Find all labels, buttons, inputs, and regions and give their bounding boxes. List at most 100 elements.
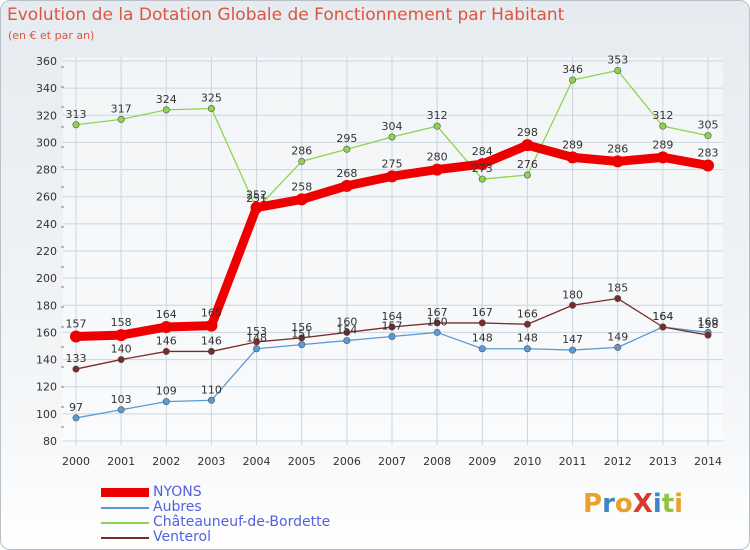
data-label-aubres: 149 [607, 330, 628, 343]
data-label-aubres: 151 [291, 328, 312, 341]
legend-label: Venterol [153, 529, 211, 545]
y-tick-label: 340 [36, 82, 57, 95]
data-label-venterol: 156 [291, 321, 312, 334]
data-label-chateauneuf-de-bordette: 313 [66, 108, 87, 121]
x-tick-label: 2005 [288, 455, 316, 468]
data-label-venterol: 164 [652, 310, 673, 323]
data-point-aubres [298, 341, 306, 349]
legend-swatch [101, 522, 149, 524]
data-label-aubres: 148 [246, 332, 267, 345]
data-label-nyons: 280 [427, 151, 448, 164]
data-label-chateauneuf-de-bordette: 317 [111, 102, 132, 115]
x-tick-label: 2001 [107, 455, 135, 468]
data-point-chateauneuf-de-bordette [433, 122, 441, 130]
data-point-chateauneuf-de-bordette [343, 145, 351, 153]
logo-letter: i [652, 489, 662, 519]
data-point-nyons [476, 158, 489, 171]
data-label-aubres: 164 [652, 310, 673, 323]
data-label-nyons: 289 [652, 138, 673, 151]
x-tick-label: 2009 [468, 455, 496, 468]
data-label-nyons: 298 [517, 126, 538, 139]
data-label-chateauneuf-de-bordette: 251 [246, 192, 267, 205]
y-tick-label: 180 [36, 299, 57, 312]
data-point-venterol [388, 323, 396, 331]
data-point-chateauneuf-de-bordette [704, 132, 712, 140]
data-point-venterol [253, 338, 261, 346]
x-tick-label: 2006 [333, 455, 361, 468]
data-label-chateauneuf-de-bordette: 325 [201, 92, 222, 105]
x-tick-label: 2012 [604, 455, 632, 468]
y-tick-label: 360 [36, 55, 57, 68]
data-point-chateauneuf-de-bordette [207, 105, 215, 113]
data-point-nyons [386, 170, 398, 183]
y-tick-label: 300 [36, 136, 57, 149]
chart-subtitle: (en € et par an) [8, 29, 95, 42]
x-tick-label: 2003 [197, 455, 225, 468]
data-point-aubres [162, 398, 170, 406]
y-tick-label: 80 [43, 435, 57, 448]
x-tick-label: 2000 [62, 455, 90, 468]
data-label-chateauneuf-de-bordette: 312 [427, 109, 448, 122]
data-point-venterol [343, 328, 351, 336]
x-tick-label: 2013 [649, 455, 677, 468]
data-point-aubres [478, 345, 486, 353]
data-point-venterol [162, 347, 170, 355]
y-tick-label: 140 [36, 354, 57, 367]
data-label-venterol: 160 [336, 315, 357, 328]
data-point-chateauneuf-de-bordette [569, 76, 577, 84]
data-point-chateauneuf-de-bordette [72, 121, 80, 129]
data-point-nyons [656, 151, 669, 164]
chart-title: Evolution de la Dotation Globale de Fonc… [7, 5, 565, 25]
data-label-chateauneuf-de-bordette: 286 [291, 144, 312, 157]
data-point-venterol [433, 319, 441, 327]
data-point-chateauneuf-de-bordette [298, 157, 306, 165]
data-point-nyons [431, 163, 444, 176]
data-point-venterol [117, 356, 125, 364]
data-point-venterol [569, 301, 577, 309]
y-tick-label: 100 [36, 408, 57, 421]
data-point-venterol [72, 365, 80, 373]
data-label-nyons: 289 [562, 138, 583, 151]
data-point-venterol [298, 334, 306, 342]
data-label-aubres: 157 [382, 320, 403, 333]
data-label-chateauneuf-de-bordette: 304 [382, 120, 403, 133]
data-point-venterol [478, 319, 486, 327]
data-label-nyons: 165 [201, 307, 222, 320]
x-tick-label: 2010 [513, 455, 541, 468]
data-point-aubres [207, 396, 215, 404]
data-label-venterol: 167 [472, 306, 493, 319]
x-tick-label: 2002 [152, 455, 180, 468]
data-point-chateauneuf-de-bordette [523, 171, 531, 179]
logo-letter: r [602, 489, 615, 519]
x-tick-label: 2008 [423, 455, 451, 468]
data-point-chateauneuf-de-bordette [117, 115, 125, 123]
data-label-chateauneuf-de-bordette: 312 [652, 109, 673, 122]
data-point-venterol [659, 323, 667, 331]
logo-letter: i [674, 489, 684, 519]
y-tick-label: 160 [36, 326, 57, 339]
data-label-nyons: 283 [698, 147, 719, 160]
data-label-venterol: 146 [201, 334, 222, 347]
data-point-venterol [207, 347, 215, 355]
data-label-aubres: 110 [201, 383, 222, 396]
legend-swatch [101, 488, 149, 497]
data-point-venterol [614, 294, 622, 302]
data-point-nyons [160, 321, 173, 333]
data-label-aubres: 97 [69, 401, 83, 414]
data-label-venterol: 164 [382, 310, 403, 323]
data-point-chateauneuf-de-bordette [478, 175, 486, 183]
data-point-nyons [611, 155, 624, 168]
data-label-chateauneuf-de-bordette: 295 [336, 132, 357, 145]
data-label-nyons: 284 [472, 145, 493, 158]
data-point-chateauneuf-de-bordette [614, 67, 622, 75]
data-label-nyons: 286 [607, 142, 628, 155]
data-point-aubres [253, 345, 261, 353]
data-label-aubres: 148 [517, 332, 538, 345]
data-point-chateauneuf-de-bordette [388, 133, 396, 141]
x-tick-label: 2014 [694, 455, 722, 468]
data-point-nyons [205, 319, 218, 332]
data-point-nyons [702, 159, 714, 172]
data-label-venterol: 146 [156, 334, 177, 347]
data-point-aubres [433, 328, 441, 336]
